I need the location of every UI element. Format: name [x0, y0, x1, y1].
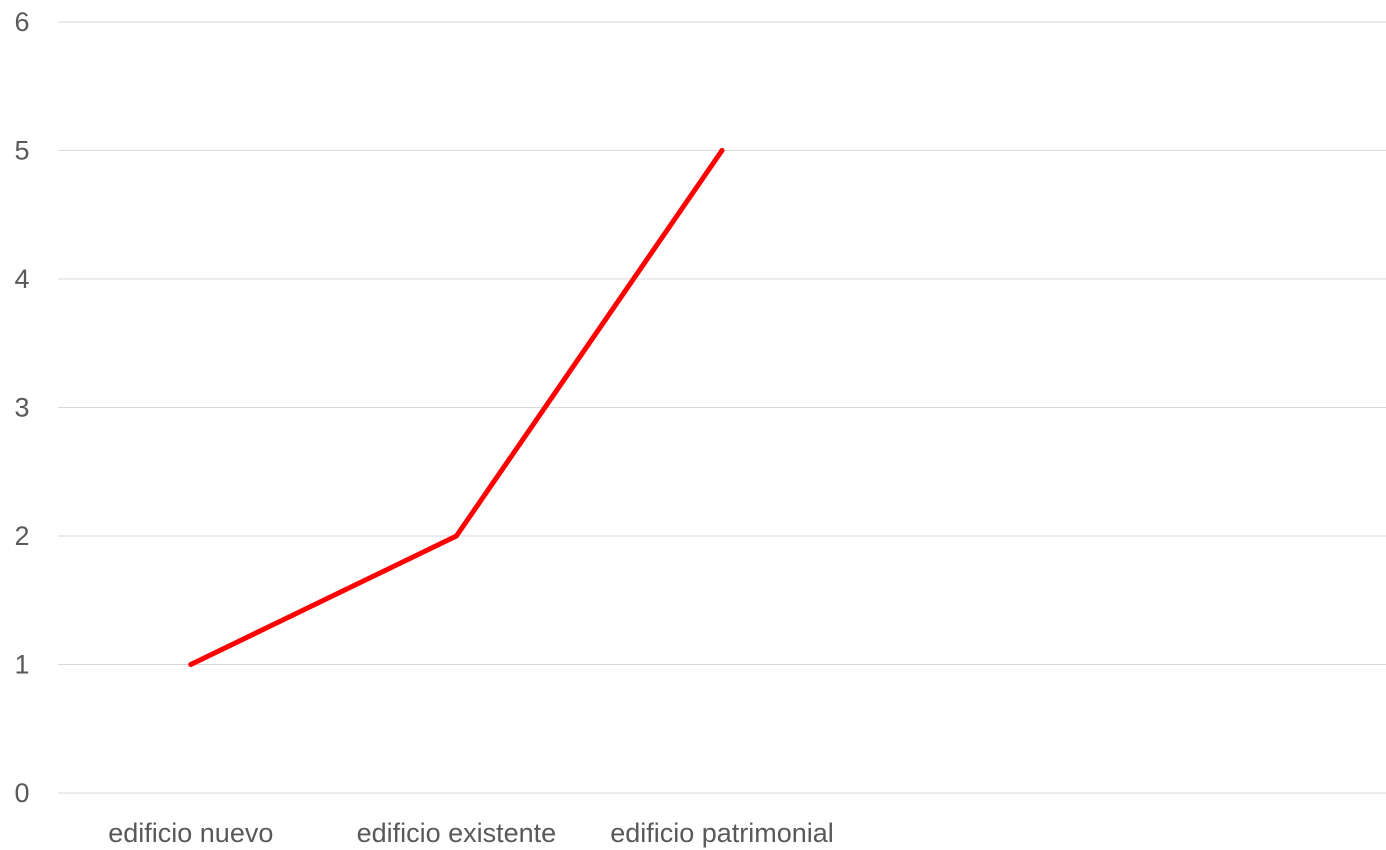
data-point [453, 533, 459, 539]
data-point [719, 148, 725, 153]
x-axis: edificio nuevo edificio existente edificio… [108, 818, 834, 848]
data-point [188, 662, 194, 667]
gridlines [58, 21, 1386, 794]
y-tick-label: 2 [14, 521, 29, 551]
y-tick-label: 3 [14, 393, 29, 423]
x-tick-label: edificio nuevo [108, 818, 273, 848]
y-tick-label: 1 [14, 650, 29, 680]
y-tick-label: 6 [14, 7, 29, 37]
x-tick-label: edificio existente [357, 818, 557, 848]
y-tick-label: 0 [14, 778, 29, 808]
y-axis: 0 1 2 3 4 5 6 [14, 7, 29, 808]
y-tick-label: 4 [14, 264, 29, 294]
series-layer [188, 148, 725, 667]
y-tick-label: 5 [14, 136, 29, 166]
x-tick-label: edificio patrimonial [610, 818, 834, 848]
